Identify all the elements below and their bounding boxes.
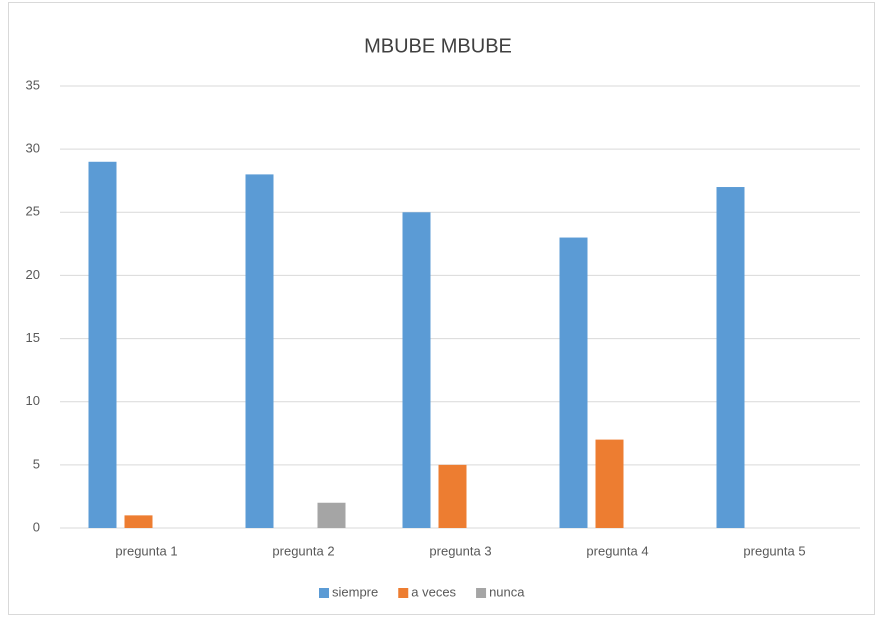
bar [438, 464, 467, 528]
legend-swatch [476, 588, 487, 598]
legend-label: a veces [411, 584, 456, 599]
bar [402, 212, 431, 529]
legend-swatch [398, 588, 409, 598]
y-tick-label: 30 [26, 141, 40, 156]
bar [245, 174, 274, 528]
x-tick-label: pregunta 4 [586, 543, 648, 558]
chart-title: MBUBE MBUBE [364, 35, 512, 57]
y-tick-label: 15 [26, 330, 40, 345]
bar [88, 161, 117, 528]
bar [595, 439, 624, 528]
x-tick-label: pregunta 1 [115, 543, 177, 558]
x-tick-label: pregunta 3 [429, 543, 491, 558]
x-tick-label: pregunta 5 [743, 543, 805, 558]
legend-label: nunca [489, 584, 525, 599]
y-tick-label: 0 [33, 519, 40, 534]
bar [124, 515, 153, 528]
legend-swatch [319, 588, 329, 598]
bar [716, 187, 745, 528]
y-tick-label: 35 [26, 77, 40, 92]
y-tick-label: 20 [26, 267, 40, 282]
y-tick-label: 10 [26, 393, 40, 408]
y-tick-label: 5 [33, 456, 40, 471]
legend-label: siempre [332, 584, 378, 599]
bar [317, 502, 346, 528]
y-tick-label: 25 [26, 204, 40, 219]
bar [559, 237, 588, 529]
x-tick-label: pregunta 2 [272, 543, 334, 558]
